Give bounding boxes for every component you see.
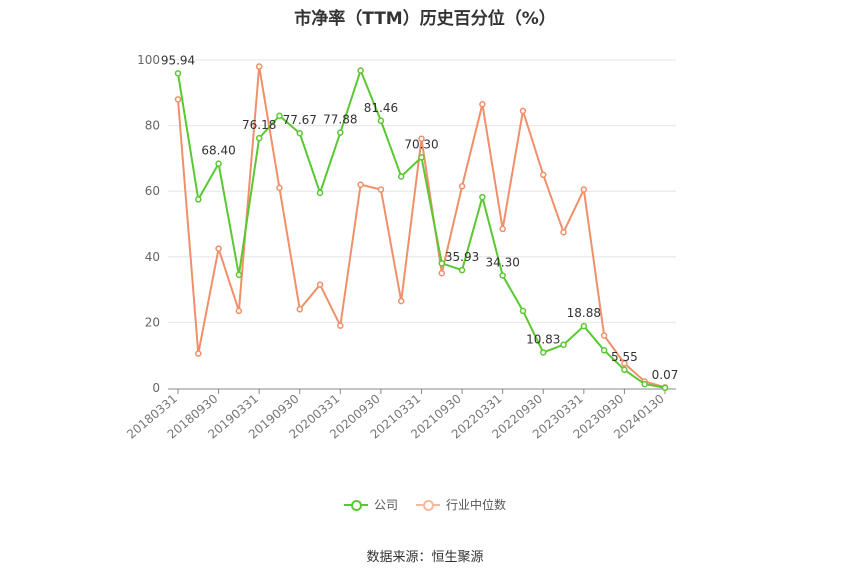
data-point (438, 269, 446, 277)
data-point (540, 171, 547, 179)
data-point (215, 160, 222, 167)
data-point (174, 70, 182, 77)
data-point (276, 184, 283, 192)
data-label: 77.67 (283, 113, 317, 127)
data-point (621, 366, 628, 374)
y-tick-label: 60 (145, 184, 160, 198)
data-point (580, 186, 588, 193)
data-label: 81.46 (364, 101, 398, 115)
data-labels: 95.94 68.40 76.18 77.67 77.88 81.46 70.30 35.93… (161, 53, 679, 381)
data-point (377, 117, 385, 125)
data-point (641, 380, 648, 388)
data-point (540, 349, 547, 356)
data-label: 0.07 (652, 368, 679, 382)
data-point (235, 271, 243, 279)
legend-item-company[interactable]: 公司 (343, 496, 398, 513)
data-point (296, 129, 303, 137)
legend-label-industry-median: 行业中位数 (446, 498, 507, 512)
legend-item-industry-median[interactable]: 行业中位数 (416, 496, 506, 513)
data-point (661, 384, 669, 392)
data-point (397, 297, 405, 305)
legend: 公司 行业中位数 (0, 496, 850, 513)
data-point (174, 96, 182, 103)
data-point (580, 322, 588, 330)
data-point (195, 350, 202, 357)
data-label: 95.94 (161, 53, 195, 67)
data-label: 35.93 (445, 250, 479, 264)
source-note: 数据来源：恒生聚源 (366, 550, 484, 565)
data-label: 5.55 (611, 350, 638, 364)
data-point (296, 306, 303, 313)
data-point (560, 228, 567, 236)
data-label: 18.88 (567, 306, 601, 320)
data-point (255, 134, 263, 142)
data-label: 77.88 (323, 113, 357, 127)
data-point (397, 173, 405, 180)
legend-company-marker-icon (343, 498, 368, 512)
y-tick-label: 100 (137, 53, 160, 67)
data-point (418, 154, 425, 161)
legend-label-company: 公司 (373, 498, 398, 512)
data-point (316, 281, 324, 288)
data-point (519, 307, 527, 315)
data-point (519, 107, 527, 115)
data-label: 76.18 (242, 118, 276, 132)
grid (168, 59, 676, 323)
y-tick-label: 20 (145, 315, 160, 329)
data-point (458, 183, 466, 190)
data-label: 10.83 (526, 332, 560, 346)
data-label: 70.30 (404, 137, 438, 151)
data-point (337, 322, 344, 329)
data-point (377, 186, 385, 193)
data-label: 34.30 (485, 255, 519, 269)
chart-title: 市净率（TTM）历史百分位（%） (294, 9, 556, 29)
data-point (235, 307, 243, 315)
data-point (276, 112, 283, 120)
data-point (195, 196, 202, 203)
data-point (418, 135, 425, 142)
data-point (458, 266, 466, 274)
data-point (215, 245, 222, 252)
y-tick-label: 0 (152, 381, 160, 395)
y-tick-label: 40 (145, 250, 160, 264)
data-point (438, 260, 446, 267)
data-point (357, 67, 364, 74)
axes: 0204060801002018033120180930201903312019… (124, 53, 676, 442)
data-point (621, 360, 628, 367)
data-label: 68.40 (201, 144, 235, 158)
data-point (255, 63, 263, 70)
y-tick-label: 80 (145, 119, 160, 133)
data-point (600, 347, 608, 354)
data-point (479, 101, 486, 108)
data-point (337, 129, 344, 136)
series-line-industry-median (177, 65, 666, 389)
data-point (560, 341, 567, 348)
data-point (316, 189, 324, 197)
data-point (600, 332, 608, 339)
data-point (499, 225, 506, 233)
series-group (174, 63, 669, 392)
legend-industry-marker-icon (416, 498, 440, 512)
data-point (499, 272, 506, 279)
data-point (357, 181, 364, 188)
data-point (479, 193, 486, 201)
